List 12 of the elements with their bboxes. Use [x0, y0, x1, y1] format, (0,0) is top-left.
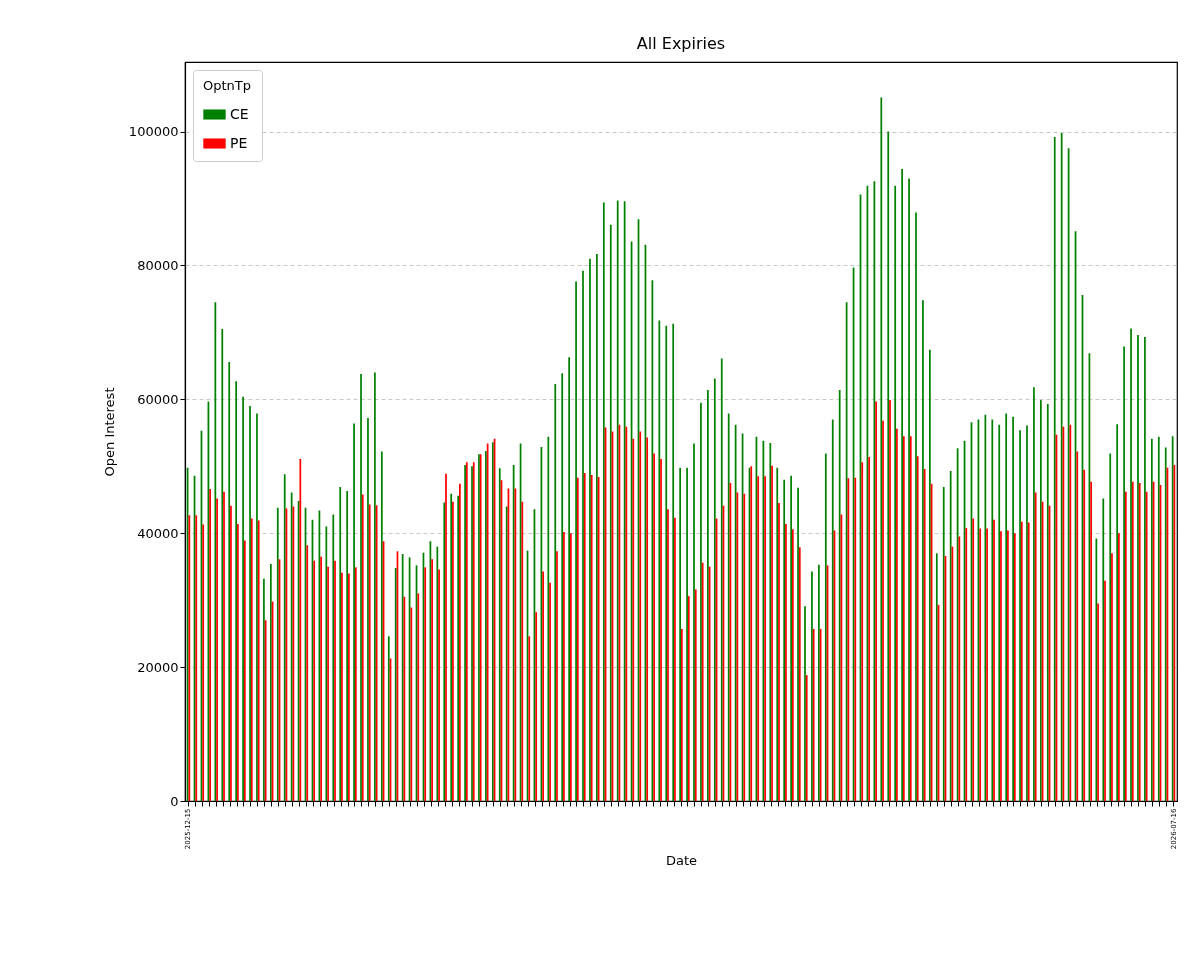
legend-label: PE — [230, 134, 248, 151]
y-tick-label: 40000 — [137, 525, 179, 541]
x-axis-title: Date — [665, 853, 698, 869]
y-tick-label: 60000 — [137, 391, 179, 407]
legend-title: OptnTp — [203, 78, 252, 93]
y-tick-label: 20000 — [137, 659, 179, 675]
y-axis-title: Open Interest — [101, 387, 117, 477]
y-tick-label: 80000 — [137, 257, 179, 273]
legend-label: CE — [230, 105, 249, 122]
y-tick-label: 0 — [170, 793, 179, 809]
y-tick-label: 100000 — [128, 124, 179, 140]
chart-title: All Expiries — [636, 34, 726, 53]
